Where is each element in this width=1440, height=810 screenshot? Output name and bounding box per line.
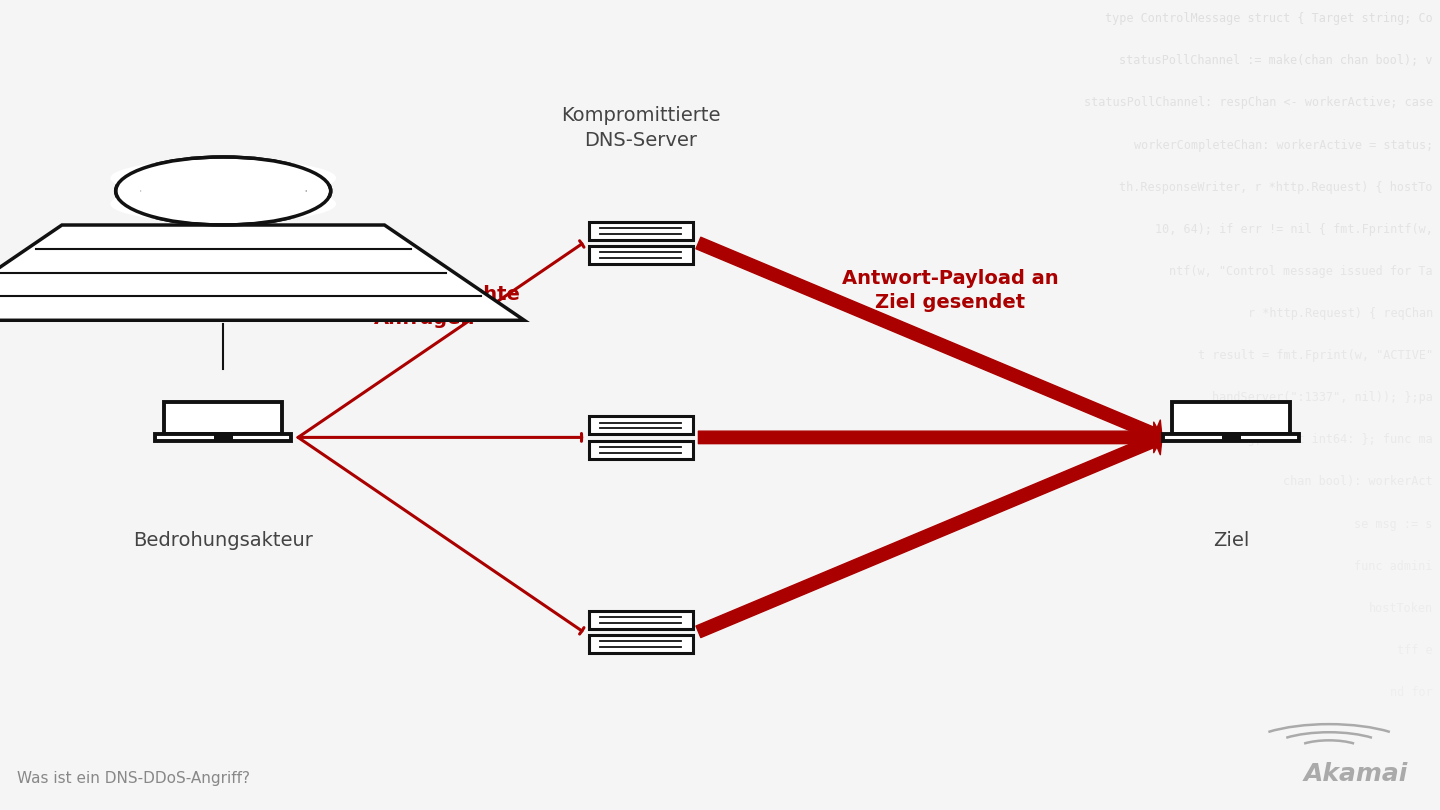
Ellipse shape — [111, 160, 336, 197]
FancyBboxPatch shape — [589, 246, 693, 264]
FancyBboxPatch shape — [589, 416, 693, 434]
FancyBboxPatch shape — [1164, 433, 1299, 441]
FancyBboxPatch shape — [156, 433, 291, 441]
Text: 10, 64); if err != nil { fmt.Fprintf(w,: 10, 64); if err != nil { fmt.Fprintf(w, — [1155, 223, 1433, 236]
FancyBboxPatch shape — [589, 441, 693, 458]
Text: chan bool): workerAct: chan bool): workerAct — [1283, 475, 1433, 488]
Text: handServer(":1337", nil)); };pa: handServer(":1337", nil)); };pa — [1212, 391, 1433, 404]
FancyBboxPatch shape — [589, 222, 693, 240]
FancyBboxPatch shape — [589, 635, 693, 653]
Text: type ControlMessage struct { Target string; Co: type ControlMessage struct { Target stri… — [1104, 12, 1433, 25]
Text: hostToken: hostToken — [1368, 602, 1433, 615]
Ellipse shape — [111, 185, 336, 223]
FancyBboxPatch shape — [1221, 436, 1241, 440]
Text: Bedrohungsakteur: Bedrohungsakteur — [134, 531, 312, 549]
Text: statusPollChannel: respChan <- workerActive; case: statusPollChannel: respChan <- workerAct… — [1084, 96, 1433, 109]
Text: tff e: tff e — [1397, 644, 1433, 657]
Text: workerCompleteChan: workerActive = status;: workerCompleteChan: workerActive = statu… — [1133, 139, 1433, 151]
FancyBboxPatch shape — [213, 436, 233, 440]
FancyBboxPatch shape — [164, 402, 282, 433]
FancyBboxPatch shape — [1172, 402, 1290, 433]
Text: statusPollChannel := make(chan chan bool); v: statusPollChannel := make(chan chan bool… — [1119, 54, 1433, 67]
FancyBboxPatch shape — [140, 183, 307, 199]
Text: Akamai: Akamai — [1305, 761, 1408, 786]
Text: tring, Count int64: }; func ma: tring, Count int64: }; func ma — [1220, 433, 1433, 446]
Text: th.ResponseWriter, r *http.Request) { hostTo: th.ResponseWriter, r *http.Request) { ho… — [1119, 181, 1433, 194]
Ellipse shape — [115, 157, 331, 225]
Text: Ziel: Ziel — [1212, 531, 1250, 549]
Text: Was ist ein DNS-DDoS-Angriff?: Was ist ein DNS-DDoS-Angriff? — [17, 770, 251, 786]
Text: func admini: func admini — [1355, 560, 1433, 573]
Text: t result = fmt.Fprint(w, "ACTIVE": t result = fmt.Fprint(w, "ACTIVE" — [1198, 349, 1433, 362]
Text: r *http.Request) { reqChan: r *http.Request) { reqChan — [1247, 307, 1433, 320]
FancyBboxPatch shape — [589, 611, 693, 629]
Text: Kompromittierte
DNS-Server: Kompromittierte DNS-Server — [562, 106, 720, 150]
Text: nd for: nd for — [1390, 686, 1433, 699]
Text: Antwort-Payload an
Ziel gesendet: Antwort-Payload an Ziel gesendet — [842, 269, 1058, 312]
Text: se msg := s: se msg := s — [1355, 518, 1433, 531]
Text: ntf(w, "Control message issued for Ta: ntf(w, "Control message issued for Ta — [1169, 265, 1433, 278]
Polygon shape — [0, 225, 524, 320]
Text: Kleine gefälschte
Anfragen: Kleine gefälschte Anfragen — [330, 285, 520, 328]
